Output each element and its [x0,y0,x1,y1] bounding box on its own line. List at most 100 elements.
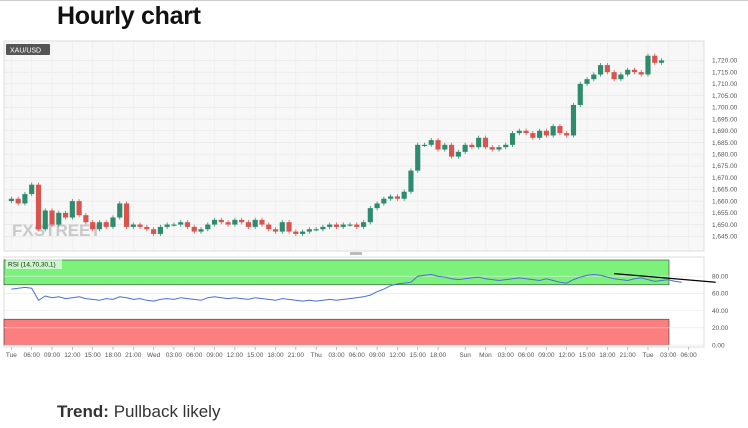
candle [652,55,658,63]
candle [347,224,353,226]
x-tick-label: 09:00 [538,352,555,359]
candle [259,219,265,225]
candle [198,229,204,232]
price-y-tick: 1,710.00 [712,81,738,88]
x-tick-label: 12:00 [559,352,576,359]
candle [401,191,407,199]
x-tick-label: 15:00 [247,352,264,359]
price-y-tick: 1,690.00 [712,128,738,135]
candle [381,198,387,204]
chart-svg: FXSTREET XAU/USD 1,645.00 1,650.00 1,655.0… [3,40,738,359]
candle [191,226,197,232]
x-tick-label: 21:00 [288,352,305,359]
x-tick-label: 21:00 [620,352,637,359]
rsi-y-tick: 80.00 [712,274,729,281]
price-y-tick: 1,715.00 [712,69,738,76]
x-tick-label: Tue [6,352,17,359]
candle [523,130,529,134]
candle [611,72,617,80]
candle [313,229,319,231]
rsi-grid [4,275,704,346]
candle [96,222,102,230]
x-tick-label: 18:00 [105,352,122,359]
candle [618,74,624,80]
candle [625,69,631,75]
candle [205,224,211,230]
candles [8,53,665,237]
candle [110,217,116,227]
candle [49,210,55,225]
candle [408,170,414,192]
price-y-tick: 1,695.00 [712,116,738,123]
candle [157,226,163,234]
x-axis: Tue 06:00 09:00 12:00 15:00 18:00 21:00 Wed 03:0… [6,347,697,359]
candle [300,231,306,234]
rsi-label-bg [6,259,62,269]
candle [516,130,522,134]
candle [103,222,109,227]
candle [320,226,326,230]
x-tick-label: Thu [311,352,323,359]
candle [455,151,461,157]
candle [530,133,536,138]
top-border [0,0,748,1]
candle [22,194,28,204]
candle [340,224,346,227]
candle [570,104,577,136]
panel-resize-handle[interactable] [350,252,362,255]
x-tick-label: 18:00 [267,352,284,359]
candle [62,212,69,218]
price-y-tick: 1,670.00 [712,175,738,182]
x-tick-label: 06:00 [24,352,41,359]
candle [388,196,394,199]
candle [550,126,556,136]
candle [543,130,549,136]
candle [171,224,177,226]
trend-label: Trend: [57,402,109,421]
candle [394,196,400,199]
price-y-tick: 1,660.00 [712,198,738,205]
candle [415,144,421,171]
x-tick-label: 21:00 [125,352,142,359]
candle [130,224,136,227]
candle [35,184,42,230]
x-tick-label: Tue [642,352,653,359]
candle [232,219,238,225]
price-y-tick: 1,655.00 [712,210,738,217]
page-title: Hourly chart [57,2,201,30]
candle [354,224,360,227]
x-tick-label: Mon [479,352,492,359]
candle [496,147,502,150]
price-y-tick: 1,665.00 [712,187,738,194]
rsi-line [11,273,682,302]
x-tick-label: 12:00 [389,352,406,359]
price-grid [4,41,704,251]
candle [557,126,563,134]
price-y-tick: 1,675.00 [712,163,738,170]
x-tick-label: 03:00 [166,352,183,359]
candle [421,144,428,147]
candle [42,210,48,230]
candle [117,203,123,218]
price-y-tick: 1,680.00 [712,152,738,159]
candle [435,140,441,150]
candle [245,222,251,227]
candle [638,72,644,75]
rsi-line-group [11,272,716,302]
candle [279,222,285,232]
candle [15,198,21,204]
candle [537,130,543,138]
candle [76,201,82,216]
candle [252,219,258,227]
candle [239,219,245,223]
candle [482,137,489,148]
x-tick-label: 15:00 [410,352,427,359]
x-tick-label: 03:00 [660,352,677,359]
candle [584,79,590,84]
x-tick-label: 09:00 [369,352,386,359]
x-tick-label: 12:00 [64,352,81,359]
x-tick-label: 06:00 [349,352,366,359]
candle [137,224,143,227]
candle [123,203,130,227]
candle [591,74,597,80]
